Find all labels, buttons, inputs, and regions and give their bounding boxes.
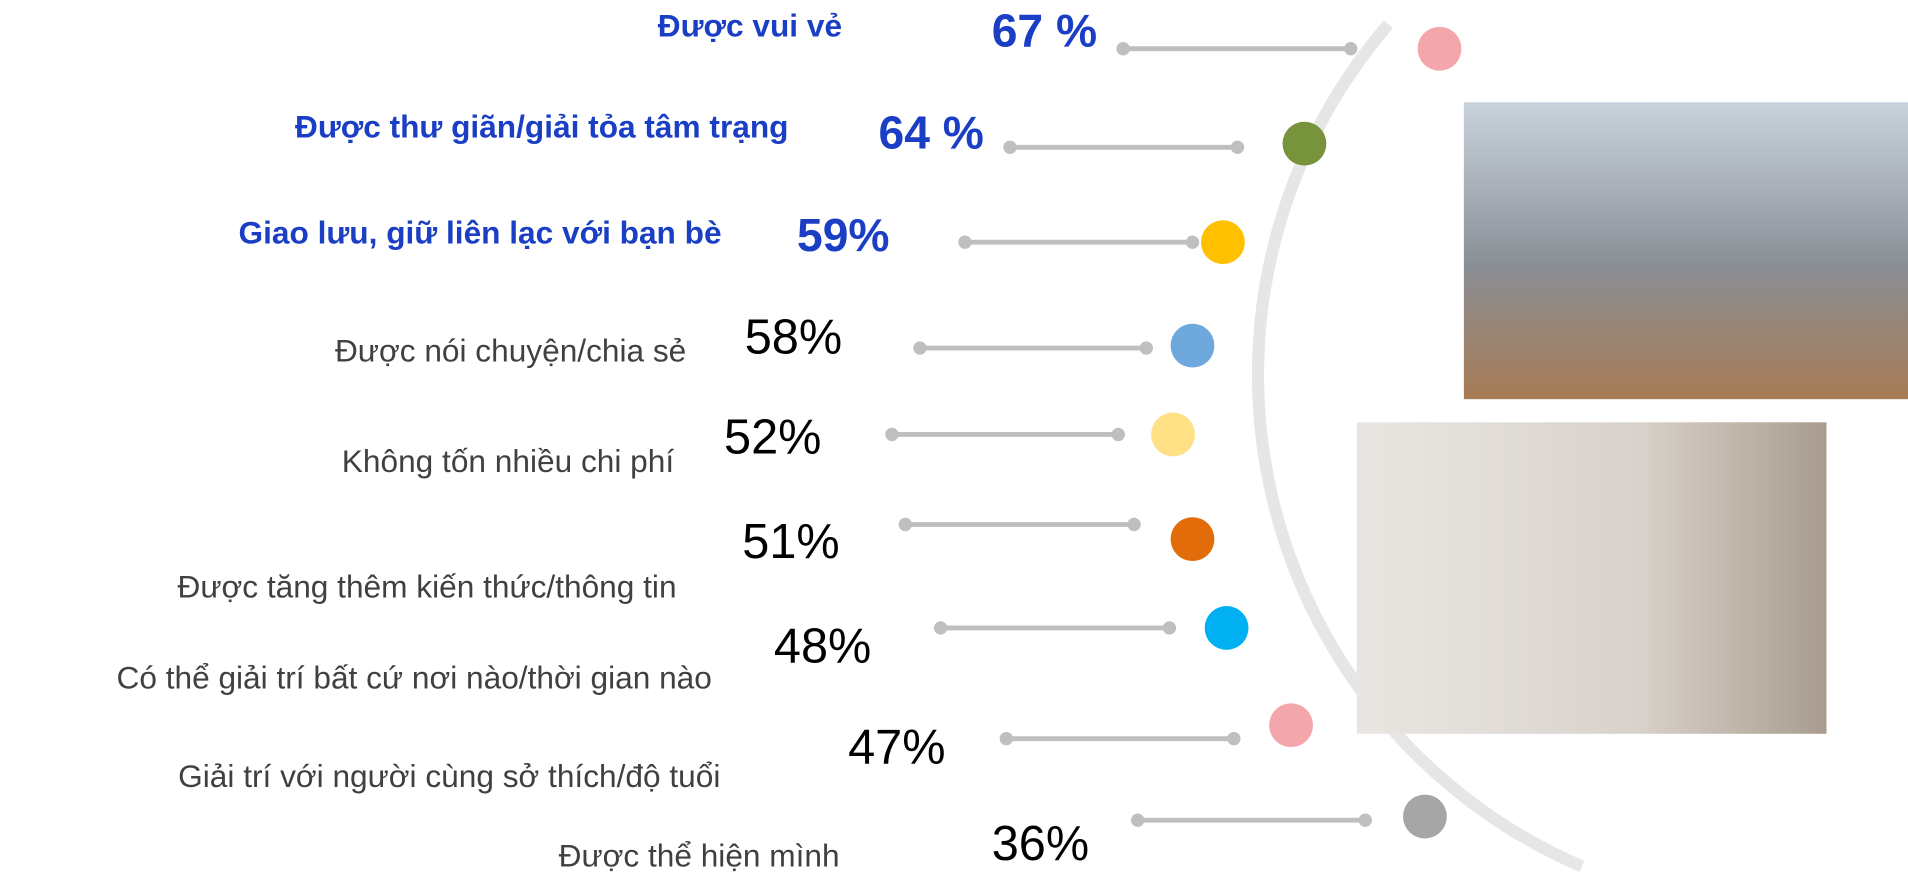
item-value: 59% xyxy=(797,209,890,261)
item-value: 51% xyxy=(742,515,839,569)
item-value: 47% xyxy=(848,721,945,775)
item-label: Được thư giãn/giải tỏa tâm trạng xyxy=(295,108,789,144)
connector-end xyxy=(1227,731,1241,746)
item-value: 48% xyxy=(774,620,871,674)
item-label: Có thể giải trí bất cứ nơi nào/thời gian… xyxy=(116,660,711,696)
dot xyxy=(1170,323,1215,368)
item-label: Không tốn nhiều chi phí xyxy=(342,443,675,479)
connector-end xyxy=(999,731,1014,746)
connector-end xyxy=(933,621,948,635)
dot xyxy=(1204,606,1249,650)
connector-end xyxy=(1111,427,1125,442)
item-label: Giải trí với người cùng sở thích/độ tuổi xyxy=(178,758,720,794)
item-label: Được thể hiện mình xyxy=(559,837,840,873)
dot xyxy=(1417,26,1462,71)
connector-end xyxy=(1358,813,1372,827)
connector-end xyxy=(1003,140,1017,154)
item-label: Được tăng thêm kiến thức/thông tin xyxy=(177,568,676,604)
connector-end xyxy=(1230,140,1245,154)
item-value: 67 % xyxy=(992,4,1097,56)
item-label: Được nói chuyện/chia sẻ xyxy=(335,332,686,368)
connector-end xyxy=(1127,517,1141,532)
dot xyxy=(1403,794,1447,839)
item-value: 36% xyxy=(992,817,1089,871)
dot xyxy=(1282,121,1327,166)
connector-end xyxy=(958,235,972,249)
connector-end xyxy=(885,427,899,442)
dot xyxy=(1201,220,1245,265)
dot xyxy=(1151,412,1195,457)
photo-group xyxy=(1463,102,1908,400)
connector-end xyxy=(1139,341,1153,355)
connector-end xyxy=(1131,813,1145,827)
dot xyxy=(1170,517,1215,562)
photo-woman xyxy=(1356,422,1827,734)
connector-end xyxy=(1185,235,1200,249)
connector-end xyxy=(1343,42,1358,56)
item-value: 64 % xyxy=(879,107,984,159)
item-value: 52% xyxy=(724,410,821,464)
connector-end xyxy=(913,341,927,355)
item-label: Giao lưu, giữ liên lạc với bạn bè xyxy=(239,214,722,250)
item-label: Được vui vẻ xyxy=(658,7,842,43)
item-value: 58% xyxy=(745,311,842,365)
connector-end xyxy=(898,517,913,532)
dot xyxy=(1269,703,1313,748)
connector-end xyxy=(1116,42,1130,56)
connector-end xyxy=(1162,621,1177,635)
